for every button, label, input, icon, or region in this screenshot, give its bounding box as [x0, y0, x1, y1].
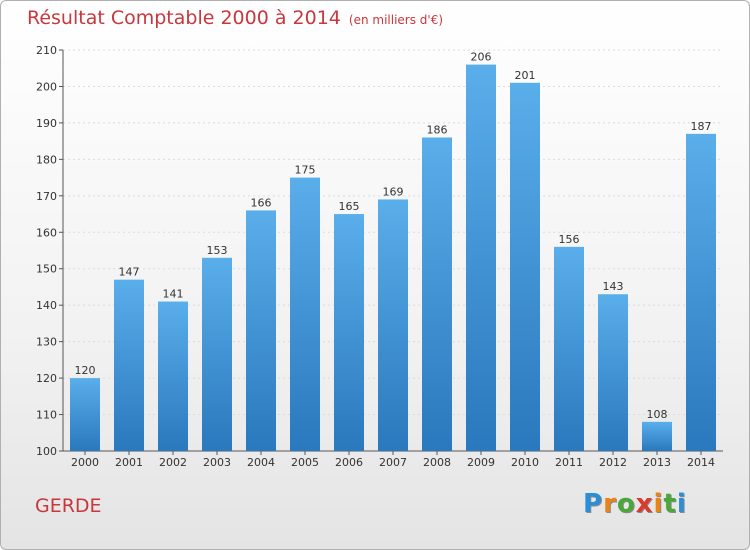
value-label-2005: 175	[295, 164, 316, 177]
logo-letter: i	[653, 489, 664, 519]
bar-2007	[378, 199, 408, 451]
value-label-2009: 206	[471, 51, 492, 64]
value-label-2003: 153	[207, 244, 228, 257]
location-label: GERDE	[35, 495, 102, 517]
value-label-2014: 187	[691, 120, 712, 133]
logo-letter: i	[676, 489, 687, 519]
value-label-2006: 165	[339, 200, 360, 213]
y-tick-label: 100	[36, 445, 57, 458]
bar-2009	[466, 64, 496, 451]
value-label-2010: 201	[515, 69, 536, 82]
x-tick-label-2009: 2009	[467, 456, 495, 469]
bar-2010	[510, 82, 540, 452]
bar-2005	[290, 177, 320, 451]
y-tick-label: 130	[36, 336, 57, 349]
x-tick-label-2005: 2005	[291, 456, 319, 469]
y-tick-label: 160	[36, 226, 57, 239]
bar-2008	[422, 137, 452, 451]
bar-2014	[686, 133, 716, 451]
value-label-2002: 141	[163, 288, 184, 301]
value-label-2007: 169	[383, 185, 404, 198]
data-labels: 120 147 141 153 166 175 165 169 186 206 201 156 143 1…	[75, 51, 712, 421]
logo-letter: x	[635, 489, 654, 519]
proxiti-logo: Proxiti	[583, 489, 687, 519]
x-tick-label-2014: 2014	[687, 456, 715, 469]
logo-letter: o	[616, 489, 636, 519]
x-tick-label-2004: 2004	[247, 456, 275, 469]
y-tick-label: 110	[36, 409, 57, 422]
logo-letter: r	[603, 489, 617, 519]
x-tick-label-2000: 2000	[71, 456, 99, 469]
x-tick-label-2001: 2001	[115, 456, 143, 469]
value-label-2000: 120	[75, 364, 96, 377]
x-tick-label-2011: 2011	[555, 456, 583, 469]
chart-title: Résultat Comptable 2000 à 2014 (en millie…	[27, 7, 443, 29]
x-tick-label-2008: 2008	[423, 456, 451, 469]
bar-2004	[246, 210, 276, 451]
y-tick-label: 150	[36, 263, 57, 276]
x-tick-label-2012: 2012	[599, 456, 627, 469]
bar-2011	[554, 246, 584, 451]
bar-2006	[334, 214, 364, 451]
logo-letter: t	[663, 489, 677, 519]
value-label-2011: 156	[559, 233, 580, 246]
chart-title-text: Résultat Comptable 2000 à 2014	[27, 7, 341, 29]
y-tick-label: 120	[36, 372, 57, 385]
x-tick-label-2006: 2006	[335, 456, 363, 469]
x-tick-label-2002: 2002	[159, 456, 187, 469]
bar-2002	[158, 301, 188, 451]
value-label-2008: 186	[427, 123, 448, 136]
chart-subtitle: (en milliers d'€)	[348, 13, 444, 27]
x-tick-label-2003: 2003	[203, 456, 231, 469]
bar-2012	[598, 294, 628, 451]
y-tick-label: 210	[36, 44, 57, 57]
y-tick-label: 170	[36, 190, 57, 203]
y-tick-label: 140	[36, 299, 57, 312]
bar-2001	[114, 279, 144, 451]
x-tick-label-2013: 2013	[643, 456, 671, 469]
x-tick-label-2010: 2010	[511, 456, 539, 469]
value-label-2004: 166	[251, 196, 272, 209]
bar-2003	[202, 257, 232, 451]
value-label-2001: 147	[119, 266, 140, 279]
x-tick-label-2007: 2007	[379, 456, 407, 469]
bar-2000	[70, 378, 100, 451]
bar-2013	[642, 421, 672, 451]
value-label-2012: 143	[603, 280, 624, 293]
bars	[70, 64, 716, 452]
y-tick-label: 200	[36, 80, 57, 93]
value-label-2013: 108	[647, 408, 668, 421]
y-tick-label: 180	[36, 153, 57, 166]
axes: 100 110 120 130 140 150 160 170 180 190 200 210 2000…	[36, 44, 723, 469]
logo-letter: P	[583, 489, 604, 519]
y-tick-label: 190	[36, 117, 57, 130]
